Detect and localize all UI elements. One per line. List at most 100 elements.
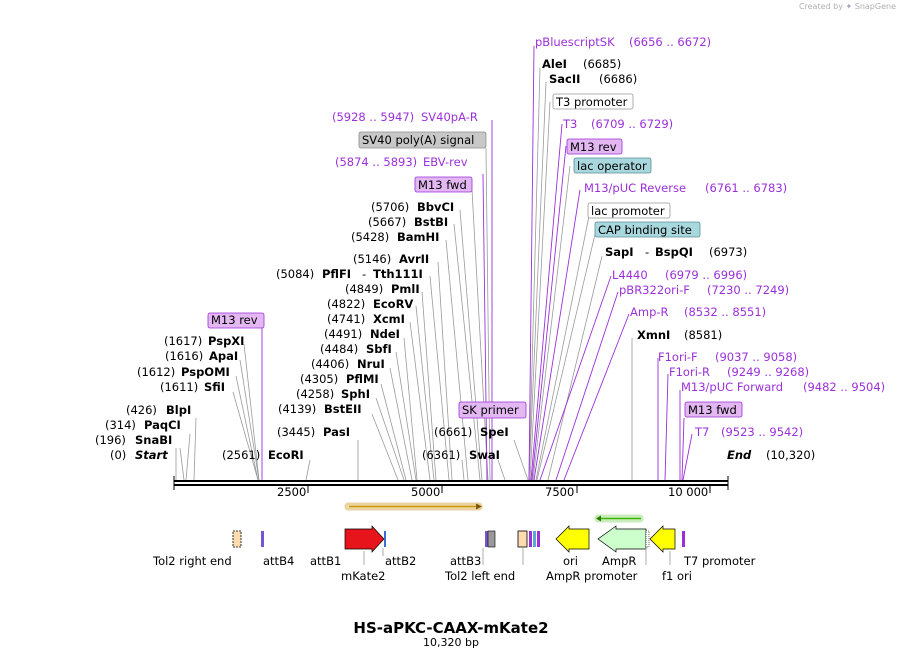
site-pspxi[interactable]: PspXI	[208, 334, 244, 348]
site-nrui[interactable]: NruI	[357, 357, 385, 371]
feature-tol2-left[interactable]	[517, 530, 528, 548]
site-ecori[interactable]: EcoRI	[268, 448, 304, 462]
site-pmli[interactable]: PmlI	[391, 282, 420, 296]
site-bamhi[interactable]: BamHI	[397, 230, 439, 244]
site-pflfi[interactable]: PflFI	[322, 267, 351, 281]
plasmid-title: HS-aPKC-CAAX-mKate2	[353, 619, 549, 637]
site-tth111i[interactable]: Tth111I	[373, 267, 423, 281]
site-sacii[interactable]: SacII	[549, 72, 580, 86]
site-pspomi[interactable]: PspOMI	[181, 365, 230, 379]
boxed-labels[interactable]: M13 rev SV40 poly(A) signal M13 fwd SK p…	[207, 93, 743, 419]
site-paqci[interactable]: PaqCI	[144, 418, 181, 432]
primer-f1ori-r[interactable]: F1ori-R	[669, 365, 710, 379]
label-attb1: attB1	[310, 554, 341, 568]
feature-sv40-block[interactable]	[487, 530, 496, 548]
site-swai[interactable]: SwaI	[469, 448, 500, 462]
label-tol2-right-end: Tol2 right end	[152, 554, 232, 568]
feature-ori[interactable]	[555, 525, 590, 553]
box-t3-promoter[interactable]: T3 promoter	[555, 95, 628, 109]
site-blpi[interactable]: BlpI	[166, 403, 191, 417]
primer-f1ori-f[interactable]: F1ori-F	[658, 350, 698, 364]
label-tol2-left-end: Tol2 left end	[444, 569, 515, 583]
site-sphi[interactable]: SphI	[341, 387, 370, 401]
end-pos: (10,320)	[766, 448, 815, 462]
enzymes-center[interactable]: (4139) BstEII (4258) SphI (4305) PflMI (…	[276, 200, 509, 462]
site-pos: (3445)	[277, 425, 315, 439]
site-bstbi[interactable]: BstBI	[414, 215, 448, 229]
label-attb3: attB3	[450, 554, 481, 568]
feature-mkate2[interactable]	[344, 525, 385, 553]
feature-attb2[interactable]	[384, 531, 386, 547]
feature-attb3[interactable]	[485, 531, 488, 547]
enzymes-left[interactable]: (196) SnaBI (314) PaqCI (426) BlpI (1611…	[95, 334, 350, 462]
site-snabi[interactable]: SnaBI	[135, 433, 172, 447]
primer-range: (5874 .. 5893)	[335, 155, 417, 169]
site-spei[interactable]: SpeI	[480, 425, 509, 439]
feature-f1-ori[interactable]	[649, 525, 676, 553]
box-m13-rev-right[interactable]: M13 rev	[570, 140, 617, 154]
site-bbvci[interactable]: BbvCI	[417, 200, 454, 214]
primer-sv40pa-r[interactable]: SV40pA-R	[421, 110, 478, 124]
label-ori: ori	[563, 554, 578, 568]
box-lac-promoter[interactable]: lac promoter	[591, 204, 665, 218]
site-bspqi[interactable]: BspQI	[655, 245, 693, 259]
primer-m13puc-forward[interactable]: M13/pUC Forward	[681, 380, 783, 394]
site-sapi[interactable]: SapI	[605, 245, 634, 259]
primer-ebv-rev[interactable]: EBV-rev	[423, 155, 468, 169]
site-pos: (5084)	[276, 267, 314, 281]
primer-pbr322ori-f[interactable]: pBR322ori-F	[619, 283, 690, 297]
features[interactable]	[232, 525, 685, 553]
site-pasi[interactable]: PasI	[323, 425, 350, 439]
plasmid-length: 10,320 bp	[423, 636, 479, 649]
primer-range: (6761 .. 6783)	[705, 181, 787, 195]
site-pos: (4406)	[311, 357, 349, 371]
site-pos: (5146)	[353, 252, 391, 266]
tick-label: 2500	[277, 485, 306, 499]
box-m13-fwd-top[interactable]: M13 fwd	[418, 178, 467, 192]
site-bsteii[interactable]: BstEII	[324, 402, 362, 416]
box-sv40-polya-signal[interactable]: SV40 poly(A) signal	[362, 133, 474, 147]
site-xcmi[interactable]: XcmI	[373, 312, 405, 326]
site-avrii[interactable]: AvrII	[399, 252, 429, 266]
feature-ampr-promoter[interactable]	[645, 530, 650, 548]
primers[interactable]: (5928 .. 5947) SV40pA-R (5874 .. 5893) E…	[332, 35, 885, 439]
primer-m13puc-reverse[interactable]: M13/pUC Reverse	[584, 181, 686, 195]
site-ecorv[interactable]: EcoRV	[373, 297, 413, 311]
feature-marker[interactable]	[537, 531, 540, 547]
site-sbfi[interactable]: SbfI	[366, 342, 392, 356]
feature-ampr[interactable]	[597, 525, 647, 553]
box-lac-operator[interactable]: lac operator	[577, 159, 647, 173]
feature-tol2-right[interactable]	[232, 530, 242, 548]
label-t7-promoter: T7 promoter	[683, 554, 756, 568]
site-xmni[interactable]: XmnI	[637, 328, 670, 342]
site-alei[interactable]: AleI	[542, 57, 567, 71]
primer-t7[interactable]: T7	[694, 425, 709, 439]
site-pflmi[interactable]: PflMI	[346, 372, 379, 386]
box-m13-rev-left[interactable]: M13 rev	[211, 313, 258, 327]
box-m13-fwd-right[interactable]: M13 fwd	[688, 403, 737, 417]
box-sk-primer[interactable]: SK primer	[462, 403, 519, 417]
feature-marker[interactable]	[529, 531, 532, 547]
site-pos: (5428)	[351, 230, 389, 244]
site-apai[interactable]: ApaI	[209, 349, 238, 363]
start-pos: (0)	[110, 448, 126, 462]
ruler: 2500 5000 7500 10 000	[277, 485, 711, 499]
site-pos: (4305)	[300, 372, 338, 386]
enzymes-right[interactable]: AleI (6685) SacII (6686) SapI - BspQI (6…	[542, 57, 747, 342]
primer-t3[interactable]: T3	[562, 117, 577, 131]
feature-t7-promoter[interactable]	[682, 531, 685, 547]
primer-pbluescriptsk[interactable]: pBluescriptSK	[535, 35, 615, 49]
feature-attb4[interactable]	[261, 531, 264, 547]
feature-lac[interactable]	[533, 531, 536, 547]
box-cap-binding-site[interactable]: CAP binding site	[598, 223, 692, 237]
site-ndei[interactable]: NdeI	[370, 327, 400, 341]
primer-l4440[interactable]: L4440	[612, 268, 648, 282]
label-f1-ori: f1 ori	[662, 569, 692, 583]
primer-range: (9037 .. 9058)	[715, 350, 797, 364]
site-sfii[interactable]: SfiI	[204, 380, 225, 394]
label-mkate2: mKate2	[341, 569, 386, 583]
primer-amp-r[interactable]: Amp-R	[630, 305, 669, 319]
backbone	[173, 476, 729, 490]
site-pos: (2561)	[222, 448, 260, 462]
